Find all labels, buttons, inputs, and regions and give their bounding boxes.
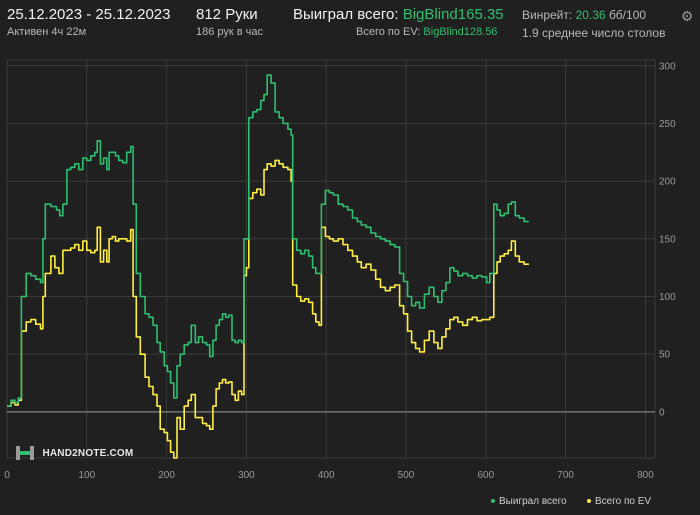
won-total: Выиграл всего: BigBlind165.35 <box>293 6 504 23</box>
legend-item-ev[interactable]: Всего по EV <box>587 496 651 507</box>
legend-item-won[interactable]: Выиграл всего <box>491 496 567 507</box>
y-tick-label: 200 <box>659 177 676 188</box>
winrate-label: Винрейт: <box>522 8 573 22</box>
hand2note-logo-icon <box>16 446 34 460</box>
y-tick-label: 250 <box>659 119 676 130</box>
date-range: 25.12.2023 - 25.12.2023 <box>7 6 171 23</box>
hand2note-logo: HAND2NOTE.COM <box>15 444 133 464</box>
y-tick-label: 150 <box>659 234 676 245</box>
x-tick-label: 400 <box>318 470 335 481</box>
legend-label-won: Выиграл всего <box>499 496 567 507</box>
x-tick-label: 800 <box>637 470 654 481</box>
chart-axes: 0 100 200 300 400 500 600 700 800 0 50 100 150 200 250… <box>4 61 676 481</box>
x-tick-label: 0 <box>4 470 10 481</box>
legend-dot-ev <box>587 499 591 504</box>
x-tick-label: 300 <box>238 470 255 481</box>
x-tick-label: 500 <box>398 470 415 481</box>
legend-dot-won <box>491 499 495 504</box>
legend-label-ev: Всего по EV <box>595 496 652 507</box>
y-tick-label: 0 <box>659 407 665 418</box>
y-tick-label: 50 <box>659 350 671 361</box>
active-time: Активен 4ч 22м <box>7 26 87 38</box>
y-tick-label: 300 <box>659 61 676 72</box>
gear-icon[interactable]: ⚙ <box>680 8 694 24</box>
stats-header: 25.12.2023 - 25.12.2023 Активен 4ч 22м 8… <box>0 0 700 50</box>
hands-per-hour: 186 рук в час <box>196 26 264 38</box>
won-total-value: BigBlind165.35 <box>402 6 504 23</box>
series-line-won <box>7 74 529 407</box>
logo-text: HAND2NOTE.COM <box>42 447 134 459</box>
x-tick-label: 200 <box>158 470 175 481</box>
average-tables: 1.9 среднее число столов <box>522 26 666 40</box>
winrate-unit: бб/100 <box>608 8 647 22</box>
ev-total-value: BigBlind128.56 <box>423 26 498 38</box>
y-tick-label: 100 <box>659 292 676 303</box>
winrate: Винрейт: 20.36 бб/100 <box>522 8 646 22</box>
winrate-value: 20.36 <box>575 8 606 22</box>
won-total-label: Выиграл всего: <box>293 6 399 23</box>
series-line-ev <box>7 159 529 459</box>
hands-count: 812 Руки <box>196 6 258 23</box>
x-tick-label: 600 <box>477 470 494 481</box>
x-tick-label: 700 <box>557 470 574 481</box>
chart-grid <box>6 59 656 459</box>
ev-total: Всего по EV: BigBlind128.56 <box>356 26 497 38</box>
x-tick-label: 100 <box>78 470 95 481</box>
ev-total-label: Всего по EV: <box>356 26 421 38</box>
chart-series <box>7 74 529 459</box>
